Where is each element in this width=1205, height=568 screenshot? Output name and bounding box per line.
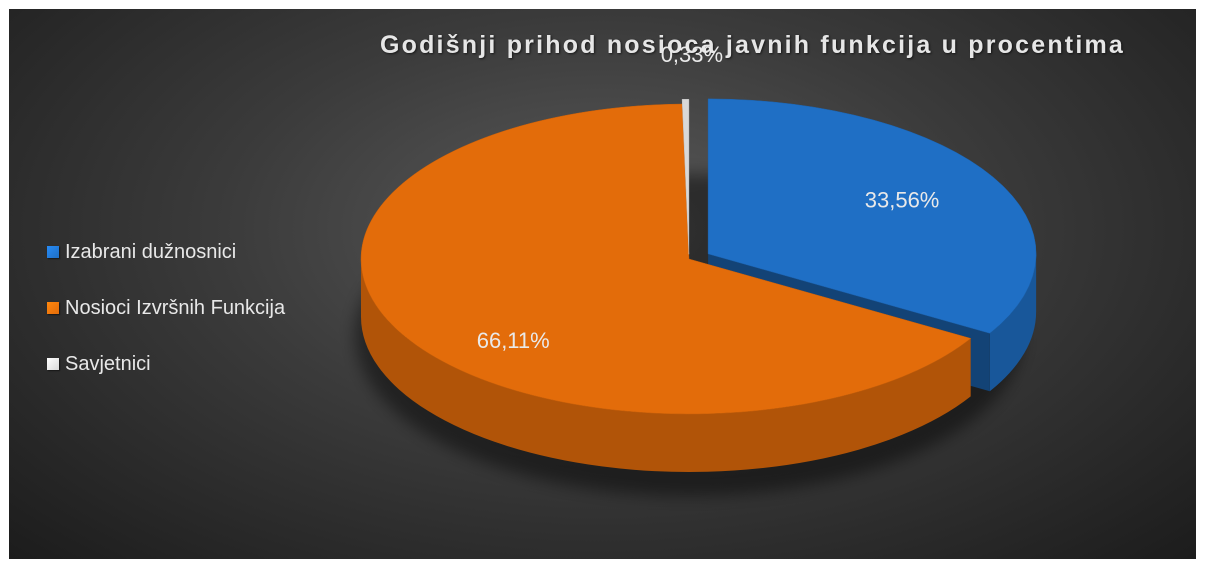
pie-slice-side <box>361 259 971 472</box>
pie-chart: 33,56% 66,11% 0,33% <box>355 42 1037 496</box>
pie-slice-side <box>989 253 1037 392</box>
chart-area: Godišnji prihod nosioca javnih funkcija … <box>9 9 1196 559</box>
chart-title: Godišnji prihod nosioca javnih funkcija … <box>379 31 1126 59</box>
legend-item: Nosioci Izvršnih Funkcija <box>47 297 285 319</box>
legend: Izabrani dužnosnici Nosioci Izvršnih Fun… <box>47 241 285 409</box>
data-label: 0,33% <box>661 42 723 67</box>
pie-slice <box>681 99 690 255</box>
legend-label: Izabrani dužnosnici <box>65 240 237 263</box>
legend-swatch <box>47 302 59 314</box>
legend-swatch <box>47 246 59 258</box>
data-label: 33,56% <box>865 188 940 213</box>
legend-swatch <box>47 358 59 370</box>
pie-slice <box>360 103 972 415</box>
pie-slice <box>707 98 1037 334</box>
legend-label: Nosioci Izvršnih Funkcija <box>65 296 286 319</box>
data-label: 66,11% <box>477 328 550 353</box>
legend-item: Izabrani dužnosnici <box>47 241 285 263</box>
legend-item: Savjetnici <box>47 353 285 375</box>
legend-label: Savjetnici <box>65 352 151 375</box>
